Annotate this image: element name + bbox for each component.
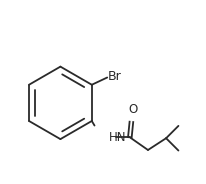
Text: HN: HN	[109, 131, 126, 144]
Text: Br: Br	[108, 70, 122, 83]
Text: O: O	[128, 103, 137, 116]
